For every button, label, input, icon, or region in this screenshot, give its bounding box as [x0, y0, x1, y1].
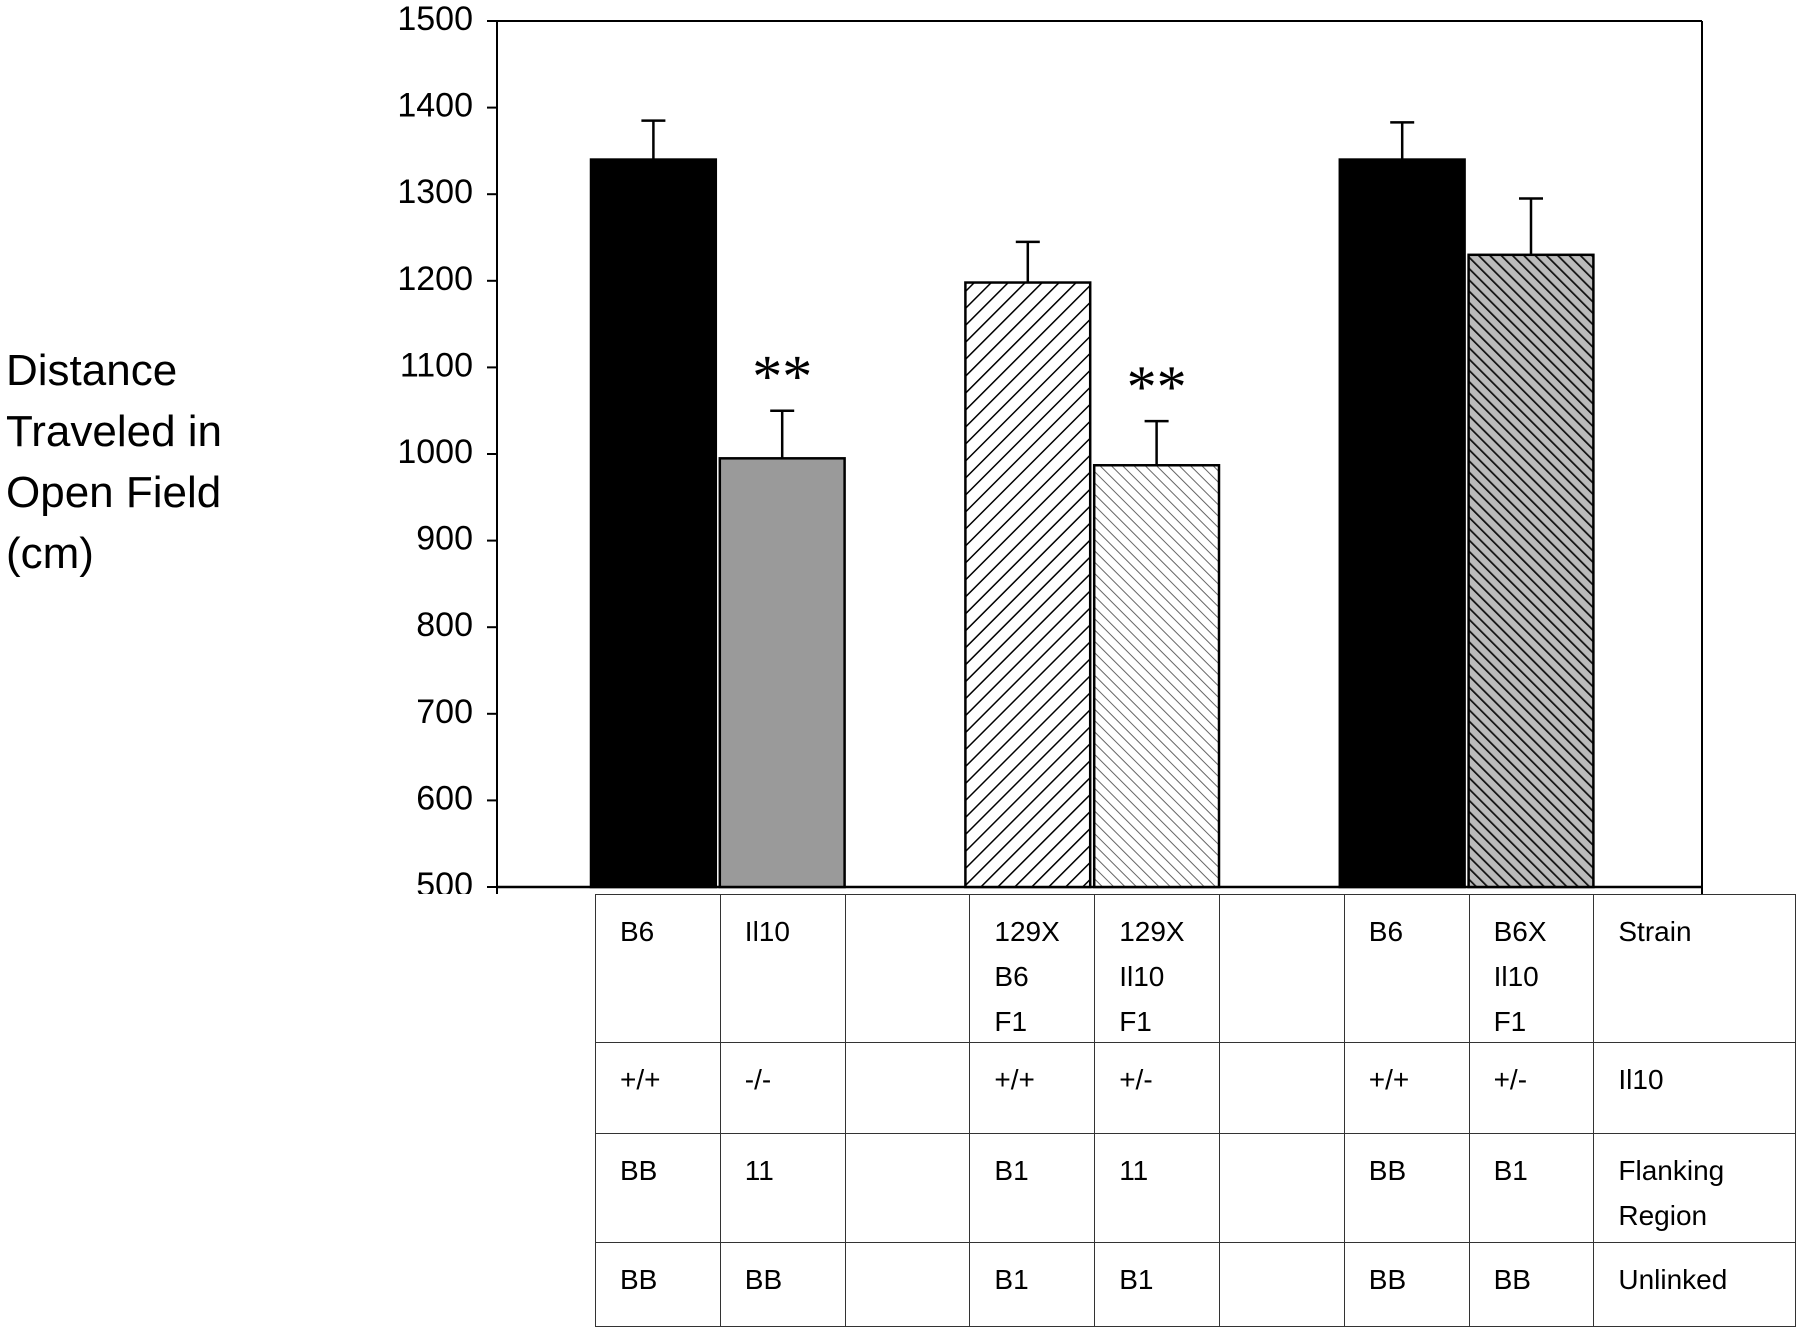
- y-axis-label: Open Field: [6, 468, 221, 517]
- y-tick-label: 1100: [400, 346, 473, 384]
- table-cell: BB: [1469, 1243, 1595, 1327]
- y-tick-label: 500: [416, 866, 473, 894]
- significance-marker: **: [1127, 354, 1187, 420]
- y-tick-label: 800: [416, 606, 473, 644]
- significance-marker: **: [752, 344, 812, 410]
- table-cell: [1219, 1043, 1345, 1134]
- table-cell: Unlinked: [1594, 1243, 1797, 1327]
- bar: [589, 158, 718, 889]
- table-cell: 129X Il10 F1: [1095, 895, 1220, 1043]
- table-cell: BB: [1344, 1134, 1470, 1243]
- bar: [1338, 158, 1466, 889]
- table-cell: B6X Il10 F1: [1469, 895, 1595, 1043]
- table-cell: 11: [720, 1134, 846, 1243]
- table-cell: [845, 1134, 971, 1243]
- bar: [718, 457, 846, 889]
- table-cell: [845, 1043, 971, 1134]
- y-tick-label: 1300: [397, 173, 473, 211]
- y-tick-label: 900: [416, 520, 473, 558]
- table-cell: Il10: [720, 895, 846, 1043]
- table-cell: BB: [596, 1243, 721, 1327]
- table-cell: +/+: [970, 1043, 1096, 1134]
- chart: 500 600 700 800 900 1000 1100 1200 1300 1400 1500 D…: [6, 0, 1703, 894]
- table-cell: B1: [1469, 1134, 1595, 1243]
- y-axis-label: (cm): [6, 529, 94, 578]
- table-cell: B1: [970, 1243, 1096, 1327]
- table-cell: [845, 895, 971, 1043]
- table-cell: B1: [970, 1134, 1096, 1243]
- y-tick-label: 1400: [397, 87, 473, 125]
- table-cell: BB: [596, 1134, 721, 1243]
- table-cell: B1: [1095, 1243, 1220, 1327]
- table-cell: +/-: [1469, 1043, 1595, 1134]
- table-cell: -/-: [720, 1043, 846, 1134]
- table-cell: Flanking Region: [1594, 1134, 1797, 1243]
- table-cell: BB: [720, 1243, 846, 1327]
- table-cell: B6: [1344, 895, 1470, 1043]
- y-tick-label: 1200: [397, 260, 473, 298]
- y-axis-label: Traveled in: [6, 407, 222, 456]
- table-cell: [845, 1243, 971, 1327]
- y-tick-label: 1000: [397, 433, 473, 471]
- y-tick-label: 700: [416, 693, 473, 731]
- bar: [964, 281, 1092, 889]
- bar: [1467, 253, 1595, 889]
- y-tick-label: 600: [416, 779, 473, 817]
- table-cell: Strain: [1594, 895, 1797, 1043]
- table-cell: [1219, 1134, 1345, 1243]
- table-cell: BB: [1344, 1243, 1470, 1327]
- table-cell: [1219, 1243, 1345, 1327]
- table-cell: 11: [1095, 1134, 1220, 1243]
- y-tick-label: 1500: [397, 0, 473, 38]
- table-cell: B6: [596, 895, 721, 1043]
- table-cell: Il10: [1594, 1043, 1797, 1134]
- table-cell: +/+: [596, 1043, 721, 1134]
- table-cell: +/+: [1344, 1043, 1470, 1134]
- y-axis-label: Distance: [6, 346, 177, 395]
- bar: [1092, 464, 1221, 889]
- table-cell: +/-: [1095, 1043, 1220, 1134]
- genotype-table: B6 Il10 129X B6 F1 129X Il10 F1 B6 B6X Il10 F…: [595, 894, 1797, 1327]
- table-cell: 129X B6 F1: [970, 895, 1096, 1043]
- table-cell: [1219, 895, 1345, 1043]
